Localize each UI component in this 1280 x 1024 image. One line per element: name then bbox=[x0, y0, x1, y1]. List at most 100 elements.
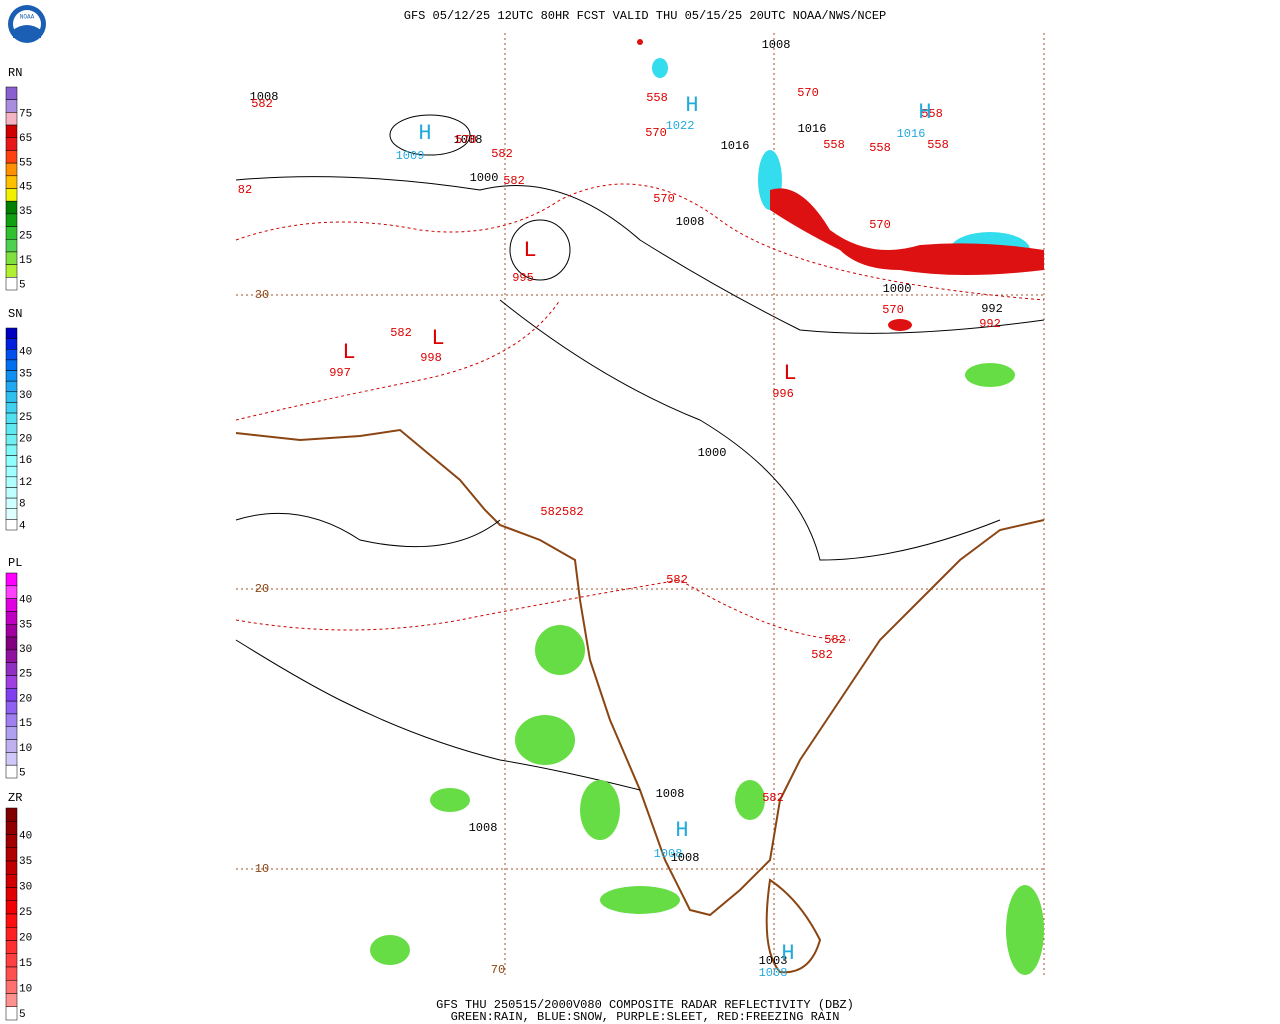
legend-label: 15 bbox=[19, 255, 32, 267]
legend-title: SN bbox=[8, 307, 22, 321]
map-label: H bbox=[781, 941, 794, 966]
map-label: 10 bbox=[255, 862, 269, 876]
map-label: 1022 bbox=[666, 119, 695, 133]
precip bbox=[888, 319, 912, 331]
map-label: 1008 bbox=[250, 90, 279, 104]
isobar bbox=[235, 639, 641, 791]
legend-swatch bbox=[5, 700, 18, 715]
legend-swatch bbox=[5, 455, 18, 467]
legend-swatch bbox=[5, 636, 18, 651]
legend-swatch bbox=[5, 927, 18, 941]
legend-swatch bbox=[5, 175, 18, 189]
legend-swatch bbox=[5, 476, 18, 488]
map-label: 1003 bbox=[759, 954, 788, 968]
map-label: 1000 bbox=[470, 171, 499, 185]
legend-swatch bbox=[5, 662, 18, 676]
legend-label: 5 bbox=[19, 767, 26, 779]
map-label: 996 bbox=[772, 387, 794, 401]
isobar bbox=[499, 299, 1001, 561]
legend-label: 12 bbox=[19, 477, 32, 489]
map-label: 70 bbox=[491, 963, 505, 977]
legend-swatch bbox=[5, 359, 18, 371]
legend-title: PL bbox=[8, 556, 22, 570]
map-label: 30 bbox=[255, 288, 269, 302]
legend-swatch bbox=[5, 519, 18, 531]
legend-swatch bbox=[5, 150, 18, 164]
legend-label: 35 bbox=[19, 206, 32, 218]
legend-swatch bbox=[5, 465, 18, 478]
map-label: 582 bbox=[503, 174, 525, 188]
map-label: 570 bbox=[882, 303, 904, 317]
legend-swatch bbox=[5, 913, 18, 928]
map-label: 570 bbox=[869, 218, 891, 232]
legend-swatch bbox=[5, 764, 18, 779]
footer: GFS THU 250515/2000V080 COMPOSITE RADAR … bbox=[436, 998, 854, 1012]
map-label: H bbox=[918, 100, 931, 125]
map-label: 582 bbox=[762, 791, 784, 805]
precip bbox=[580, 780, 620, 840]
map-area bbox=[235, 33, 1045, 978]
legend-label: 40 bbox=[19, 830, 32, 842]
legend-swatch bbox=[5, 112, 18, 126]
map-label: 1008 bbox=[759, 966, 788, 980]
legend-swatch bbox=[5, 739, 18, 753]
map-label: 558 bbox=[921, 107, 943, 121]
legend-label: 10 bbox=[19, 984, 32, 996]
legend-swatch bbox=[5, 444, 18, 456]
map-label: 1016 bbox=[897, 127, 926, 141]
legend-swatch bbox=[5, 887, 18, 901]
map-label: 1008 bbox=[454, 133, 483, 147]
title: GFS 05/12/25 12UTC 80HR FCST VALID THU 0… bbox=[404, 9, 886, 23]
legend-swatch bbox=[5, 380, 18, 393]
legend-swatch bbox=[5, 847, 18, 862]
map-label: 582 bbox=[824, 633, 846, 647]
map-label: H bbox=[675, 818, 688, 843]
legend-label: 35 bbox=[19, 856, 32, 868]
map-label: 1008 bbox=[656, 787, 685, 801]
legend-label: 30 bbox=[19, 390, 32, 402]
legend-swatch bbox=[5, 624, 18, 638]
map-label: 558 bbox=[823, 138, 845, 152]
precip bbox=[430, 788, 470, 812]
isobar bbox=[389, 114, 471, 156]
legend-swatch bbox=[5, 572, 18, 587]
precip bbox=[600, 886, 680, 914]
map-label: 1000 bbox=[698, 446, 727, 460]
legend-label: 5 bbox=[19, 1009, 26, 1021]
map-label: 1008 bbox=[762, 38, 791, 52]
legend-label: 25 bbox=[19, 412, 32, 424]
legend-label: 20 bbox=[19, 434, 32, 446]
legend-swatch bbox=[5, 86, 18, 100]
map-label: 558 bbox=[869, 141, 891, 155]
map-label: 82 bbox=[238, 183, 252, 197]
map-label: 992 bbox=[981, 302, 1003, 316]
legend-swatch bbox=[5, 251, 18, 265]
map-label: 582 bbox=[390, 326, 412, 340]
map-bg bbox=[236, 33, 1044, 978]
legend-label: 40 bbox=[19, 347, 32, 359]
map-label: 995 bbox=[512, 271, 534, 285]
legend-swatch bbox=[5, 99, 18, 113]
legend-swatch bbox=[5, 423, 18, 435]
legend-swatch bbox=[5, 953, 18, 968]
legend-label: 25 bbox=[19, 669, 32, 681]
isobar bbox=[235, 512, 501, 548]
map-label: 582 bbox=[666, 573, 688, 587]
legend-label: 5 bbox=[19, 280, 26, 292]
legend-label: 15 bbox=[19, 718, 32, 730]
logo-text: NOAA bbox=[20, 14, 35, 21]
legend-swatch bbox=[5, 598, 18, 612]
map-label: 582 bbox=[251, 97, 273, 111]
legend-swatch bbox=[5, 402, 18, 414]
legend-swatch bbox=[5, 226, 18, 240]
map-label: H bbox=[418, 121, 431, 146]
precip bbox=[535, 625, 585, 675]
map-label: 997 bbox=[329, 366, 351, 380]
legend-label: 8 bbox=[19, 499, 26, 511]
map-label: L bbox=[783, 361, 796, 386]
precip bbox=[1006, 885, 1044, 975]
isobar bbox=[235, 176, 1045, 334]
map-label: 1016 bbox=[798, 122, 827, 136]
legend-swatch bbox=[5, 338, 18, 350]
